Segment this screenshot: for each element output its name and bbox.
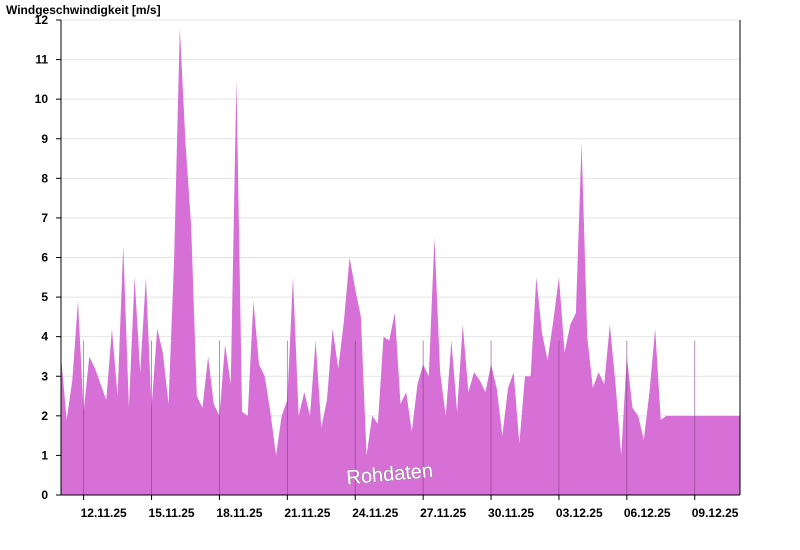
x-tick-label-9: 09.12.25 <box>692 506 739 520</box>
x-tick-label-0: 12.11.25 <box>81 506 127 520</box>
y-tick-label-6: 6 <box>41 251 48 265</box>
y-tick-label-1: 1 <box>41 448 48 462</box>
y-tick-label-0: 0 <box>41 488 48 502</box>
y-axis-title: Windgeschwindigkeit [m/s] <box>6 3 161 17</box>
plot-area <box>61 27 740 495</box>
y-tick-label-8: 8 <box>41 171 48 185</box>
x-tick-label-6: 30.11.25 <box>488 506 534 520</box>
y-tick-label-4: 4 <box>41 330 48 344</box>
x-gridlines <box>83 340 696 495</box>
x-tick-label-2: 18.11.25 <box>216 506 262 520</box>
y-tick-label-5: 5 <box>41 290 48 304</box>
x-tick-label-1: 15.11.25 <box>149 506 195 520</box>
y-tick-label-3: 3 <box>41 369 48 383</box>
x-tick-label-8: 06.12.25 <box>624 506 671 520</box>
wind-speed-area <box>61 27 740 495</box>
y-tick-label-11: 11 <box>35 53 48 67</box>
x-tick-label-3: 21.11.25 <box>284 506 330 520</box>
y-tick-label-10: 10 <box>35 92 49 106</box>
y-tick-label-9: 9 <box>41 132 48 146</box>
x-tick-label-4: 24.11.25 <box>352 506 398 520</box>
axes <box>56 19 741 500</box>
x-tick-label-7: 03.12.25 <box>556 506 603 520</box>
x-tick-label-5: 27.11.25 <box>420 506 466 520</box>
y-tick-label-12: 12 <box>35 13 49 27</box>
y-tick-label-7: 7 <box>41 211 48 225</box>
x-tick-labels: 12.11.25 15.11.25 18.11.25 21.11.25 24.11.25… <box>81 506 739 520</box>
y-tick-label-2: 2 <box>41 409 48 423</box>
